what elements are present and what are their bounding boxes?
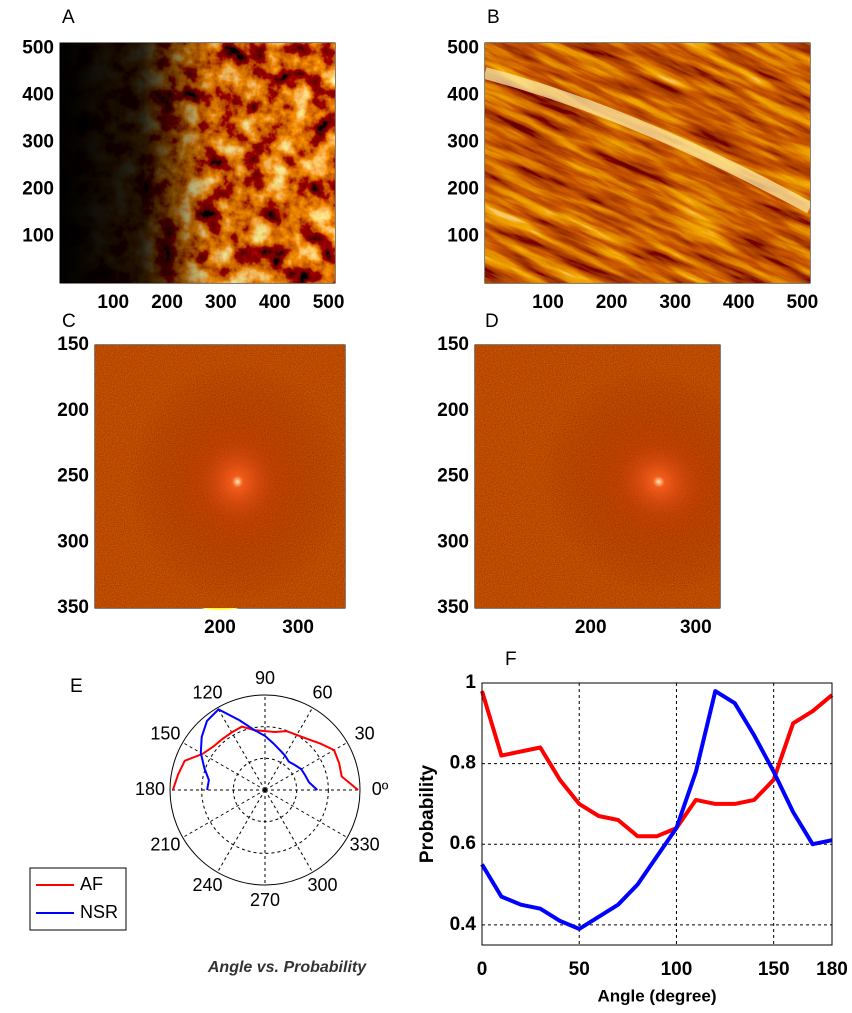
theta-tick-label: 150 [150,723,180,743]
theta-tick-label: 330 [350,834,380,854]
theta-tick-label: 30 [355,723,375,743]
plot-frame [481,682,833,946]
y-tick-label: 300 [22,132,54,153]
theta-tick-label: 180 [135,779,165,799]
y-tick-label: 500 [22,38,54,59]
x-tick-label: 100 [97,292,129,313]
y-tick-label: 100 [447,226,479,247]
x-tick-label: 300 [659,292,691,313]
y-tick-label: 400 [447,85,479,106]
theta-tick-label: 0º [372,779,389,799]
x-tick-label: 500 [787,292,819,313]
polar-line [171,725,359,791]
image-texture [485,43,810,283]
legend-label: AF [80,874,103,894]
polar-spoke [217,789,266,873]
panel-label: D [485,311,499,332]
x-tick-label: 400 [723,292,755,313]
image-band [485,67,810,214]
polar-spoke [264,789,313,873]
y-tick-label: 500 [447,38,479,59]
x-tick-label: 150 [758,959,790,980]
legend-label: NSR [80,902,118,922]
y-tick-label: 0.4 [450,914,477,935]
y-tick-label: 300 [437,531,469,552]
y-tick-label: 100 [22,226,54,247]
y-tick-label: 150 [57,334,89,355]
y-tick-label: 250 [57,466,89,487]
theta-tick-label: 60 [312,683,332,703]
theta-tick-label: 90 [255,668,275,688]
y-tick-label: 200 [437,400,469,421]
y-tick-label: 300 [57,531,89,552]
image-glow [127,361,345,602]
x-tick-label: 200 [204,617,236,638]
polar-ring [201,726,329,854]
polar-spoke [264,707,313,791]
theta-tick-label: 300 [307,875,337,895]
panel-0: 100 200 300 400 500 100 200 300 400 500 A [22,7,344,313]
theta-tick-label: 240 [192,875,222,895]
y-tick-label: 350 [57,597,89,618]
y-axis-label: Probability [417,764,438,863]
panel-label: B [487,7,500,28]
y-tick-label: 200 [22,179,54,200]
image [60,43,335,283]
y-tick-label: 350 [437,597,469,618]
polar-spoke [264,789,348,838]
image [475,345,720,608]
theta-tick-label: 120 [192,683,222,703]
panel-label: C [62,311,76,332]
image [485,43,810,283]
x-tick-label: 200 [596,292,628,313]
legend-box [29,867,127,931]
image-glow [541,369,720,595]
x-tick-label: 50 [569,959,590,980]
image-shade [60,43,335,283]
chart-title: Angle vs. Probability [207,959,367,976]
x-tick-label: 300 [205,292,237,313]
line [480,689,833,931]
polar-spoke [182,742,266,791]
y-tick-label: 150 [437,334,469,355]
x-tick-label: 180 [816,959,848,980]
polar-spoke [217,707,266,791]
y-tick-label: 300 [447,132,479,153]
polar-spoke [182,789,266,838]
x-tick-label: 200 [151,292,183,313]
panel-label: E [70,676,83,697]
x-tick-label: 100 [532,292,564,313]
panel-label: A [62,7,75,28]
y-tick-label: 200 [57,400,89,421]
y-tick-label: 1 [465,672,476,693]
x-tick-label: 300 [282,617,314,638]
line [480,690,834,839]
x-tick-label: 0 [477,959,488,980]
x-axis-label: Angle (degree) [597,986,716,1005]
panel-4: 0º 30 60 90 120 150 180 210 240 270 300 330 Angle vs… [29,668,389,976]
x-tick-label: 400 [259,292,291,313]
image [95,345,345,608]
y-tick-label: 200 [447,179,479,200]
y-tick-label: 0.6 [450,833,476,854]
x-tick-label: 500 [313,292,345,313]
x-tick-label: 200 [575,617,607,638]
y-tick-label: 250 [437,466,469,487]
y-tick-label: 0.8 [450,753,476,774]
panel-label: F [505,649,517,670]
polar-line [199,708,318,791]
x-tick-label: 300 [680,617,712,638]
theta-tick-label: 210 [150,834,180,854]
x-tick-label: 100 [661,959,693,980]
panel-5: 0 50 100 150 180 0.4 0.6 0.8 1 Angle (degree) Prob… [417,649,848,1005]
theta-tick-label: 270 [250,890,280,910]
y-tick-label: 400 [22,85,54,106]
